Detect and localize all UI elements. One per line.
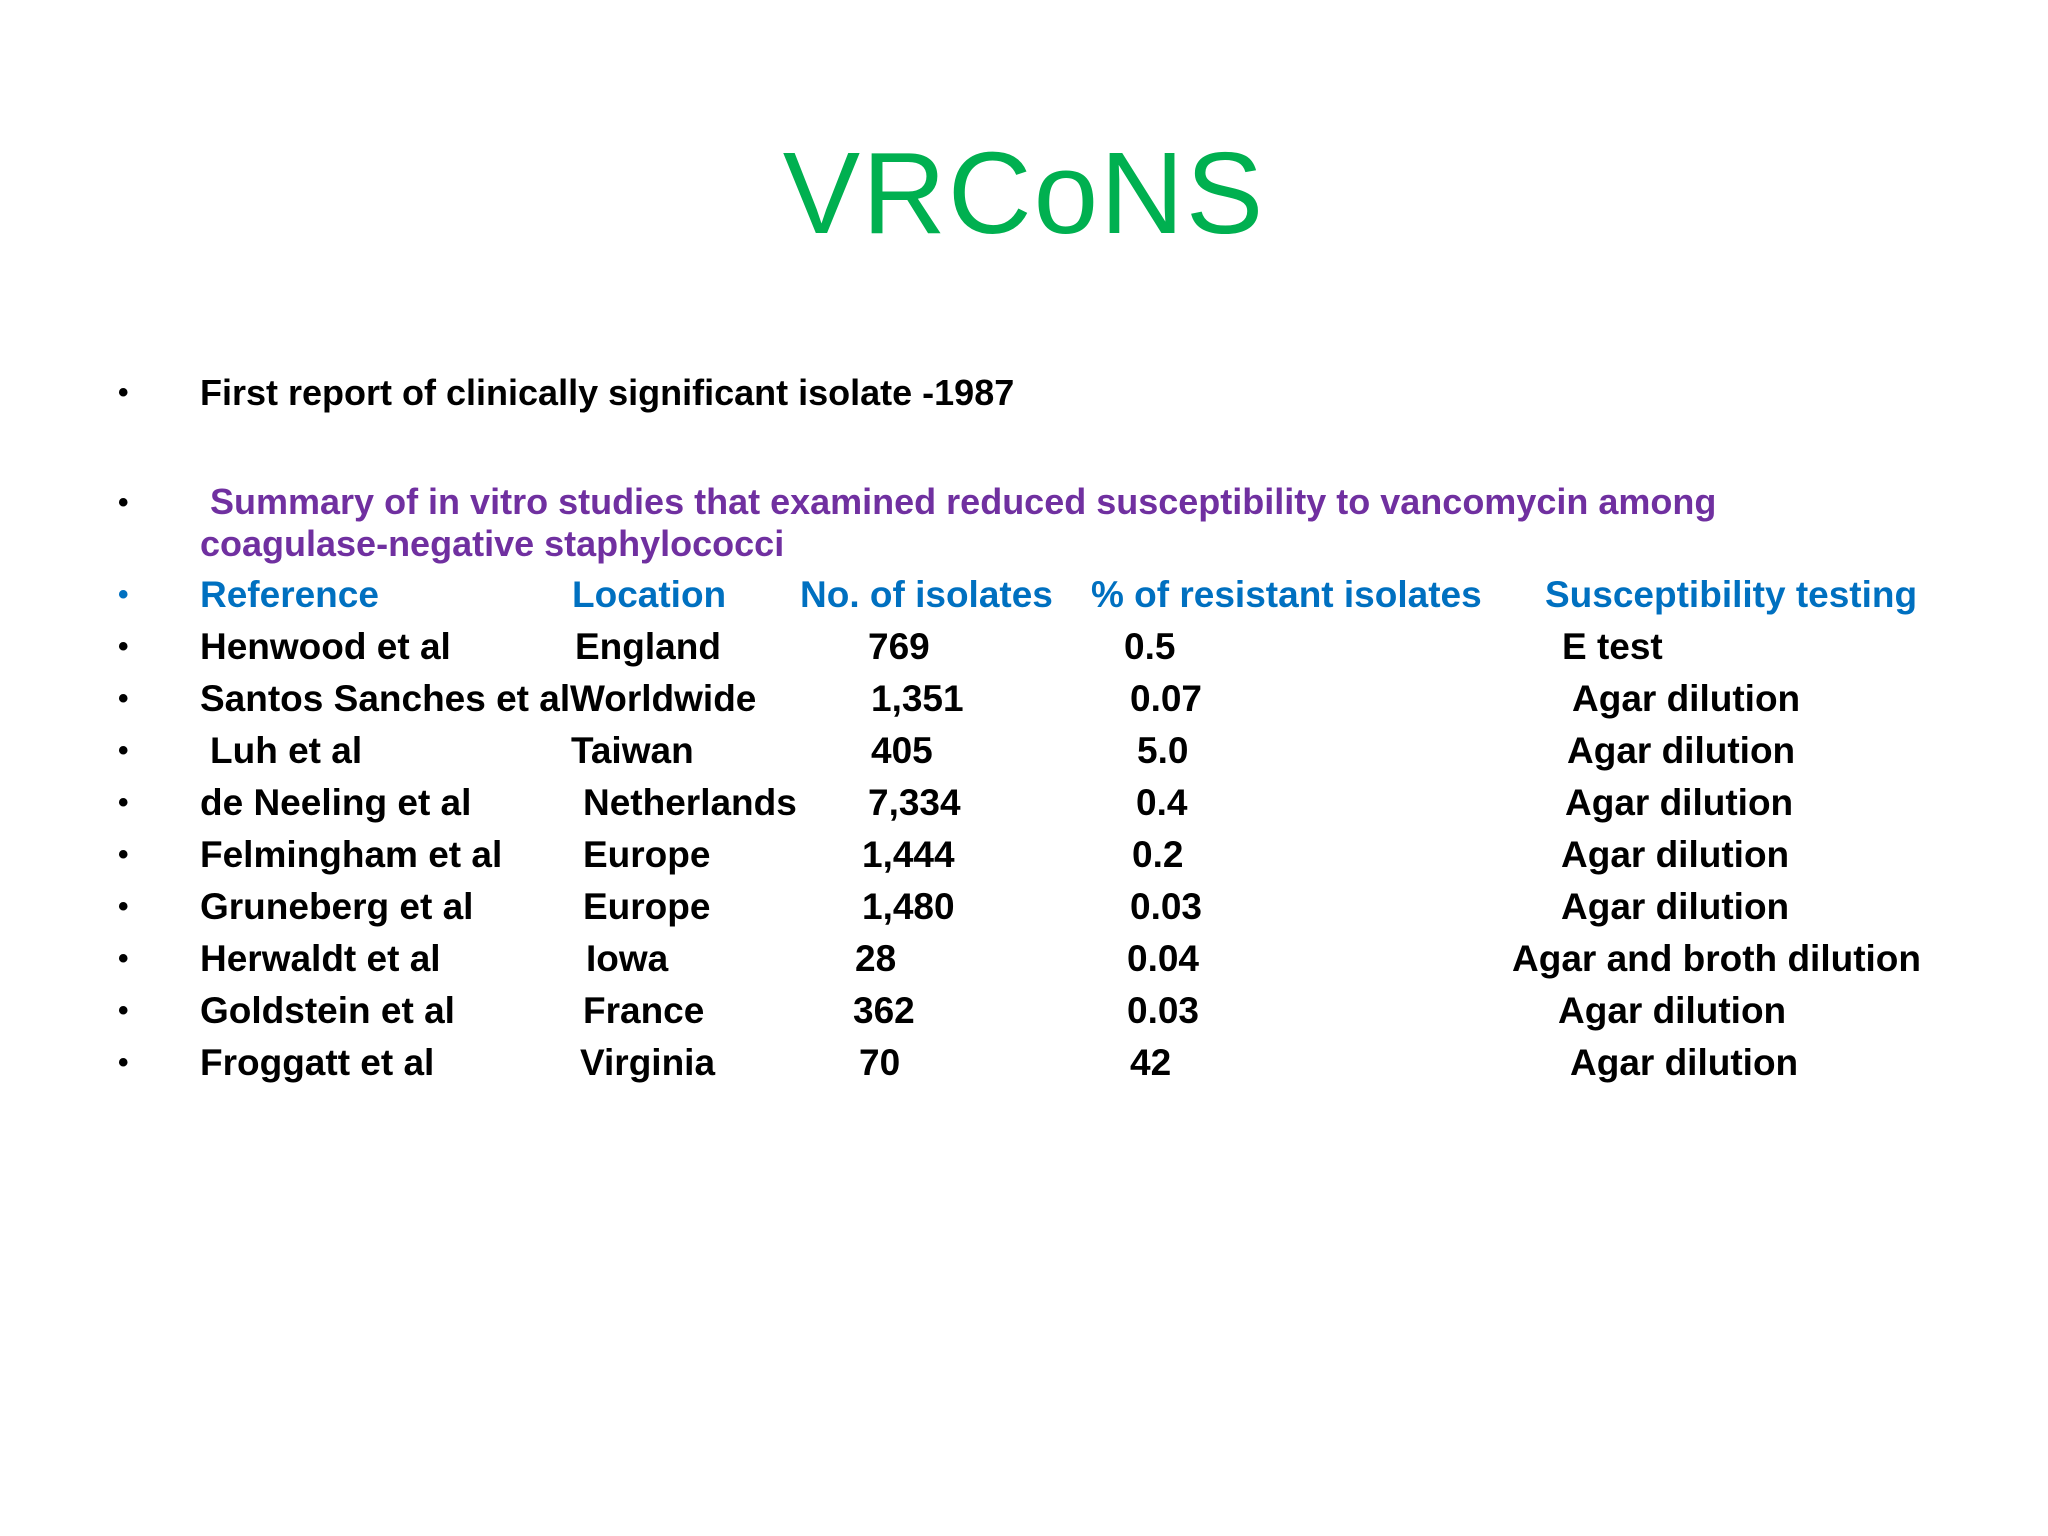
cell-resistant: 0.07: [1130, 678, 1203, 719]
cell-testing: Agar dilution: [1561, 834, 1790, 875]
summary-line-2: coagulase-negative staphylococci: [200, 523, 785, 564]
cell-isolates: 769: [868, 626, 930, 667]
bullet-icon: •: [118, 682, 129, 715]
summary-line-1: Summary of in vitro studies that examine…: [210, 481, 1717, 522]
bullet-icon: •: [118, 1046, 129, 1079]
cell-location: Europe: [583, 886, 711, 927]
cell-location: Europe: [583, 834, 711, 875]
cell-location: England: [575, 626, 721, 667]
cell-reference: Felmingham et al: [200, 834, 503, 875]
cell-reference: Santos Sanches et al: [200, 678, 571, 719]
header-reference: Reference: [200, 574, 379, 615]
cell-resistant: 5.0: [1137, 730, 1189, 771]
bullet-icon: •: [118, 630, 129, 663]
cell-resistant: 0.5: [1124, 626, 1176, 667]
cell-isolates: 362: [853, 990, 915, 1031]
cell-isolates: 1,351: [871, 678, 964, 719]
cell-testing: Agar dilution: [1572, 678, 1801, 719]
bullet-icon: •: [118, 376, 129, 409]
bullet-icon: •: [118, 578, 129, 611]
bullet-icon: •: [118, 734, 129, 767]
bullet-icon: •: [118, 838, 129, 871]
cell-reference: Goldstein et al: [200, 990, 455, 1031]
cell-testing: Agar dilution: [1570, 1042, 1799, 1083]
cell-isolates: 28: [855, 938, 897, 979]
slide-title: VRCoNS: [782, 128, 1266, 258]
cell-reference: Herwaldt et al: [200, 938, 441, 979]
cell-resistant: 0.4: [1136, 782, 1188, 823]
cell-resistant: 0.03: [1130, 886, 1203, 927]
cell-location: Worldwide: [570, 678, 757, 719]
intro-text: First report of clinically significant i…: [200, 372, 1015, 413]
cell-location: Taiwan: [571, 730, 694, 771]
cell-resistant: 0.03: [1127, 990, 1200, 1031]
header-location: Location: [572, 574, 727, 615]
cell-isolates: 70: [859, 1042, 901, 1083]
cell-resistant: 0.04: [1127, 938, 1200, 979]
cell-location: France: [583, 990, 705, 1031]
bullet-icon: •: [118, 890, 129, 923]
cell-isolates: 405: [871, 730, 933, 771]
cell-testing: Agar dilution: [1567, 730, 1796, 771]
cell-location: Virginia: [580, 1042, 716, 1083]
cell-resistant: 0.2: [1132, 834, 1184, 875]
cell-isolates: 1,480: [862, 886, 955, 927]
bullet-icon: •: [118, 786, 129, 819]
cell-testing: Agar dilution: [1561, 886, 1790, 927]
cell-testing: Agar dilution: [1558, 990, 1787, 1031]
cell-reference: Henwood et al: [200, 626, 451, 667]
header-isolates: No. of isolates: [800, 574, 1053, 615]
cell-reference: de Neeling et al: [200, 782, 472, 823]
header-resistant: % of resistant isolates: [1091, 574, 1482, 615]
cell-testing: E test: [1562, 626, 1663, 667]
bullet-icon: •: [118, 942, 129, 975]
cell-location: Netherlands: [583, 782, 797, 823]
cell-reference: Froggatt et al: [200, 1042, 435, 1083]
bullet-icon: •: [118, 486, 129, 519]
cell-location: Iowa: [586, 938, 669, 979]
cell-testing: Agar dilution: [1565, 782, 1794, 823]
cell-testing: Agar and broth dilution: [1512, 938, 1922, 979]
cell-resistant: 42: [1130, 1042, 1172, 1083]
cell-isolates: 7,334: [868, 782, 961, 823]
header-testing: Susceptibility testing: [1545, 574, 1918, 615]
bullet-icon: •: [118, 994, 129, 1027]
cell-isolates: 1,444: [862, 834, 955, 875]
cell-reference: Gruneberg et al: [200, 886, 474, 927]
cell-reference: Luh et al: [210, 730, 363, 771]
